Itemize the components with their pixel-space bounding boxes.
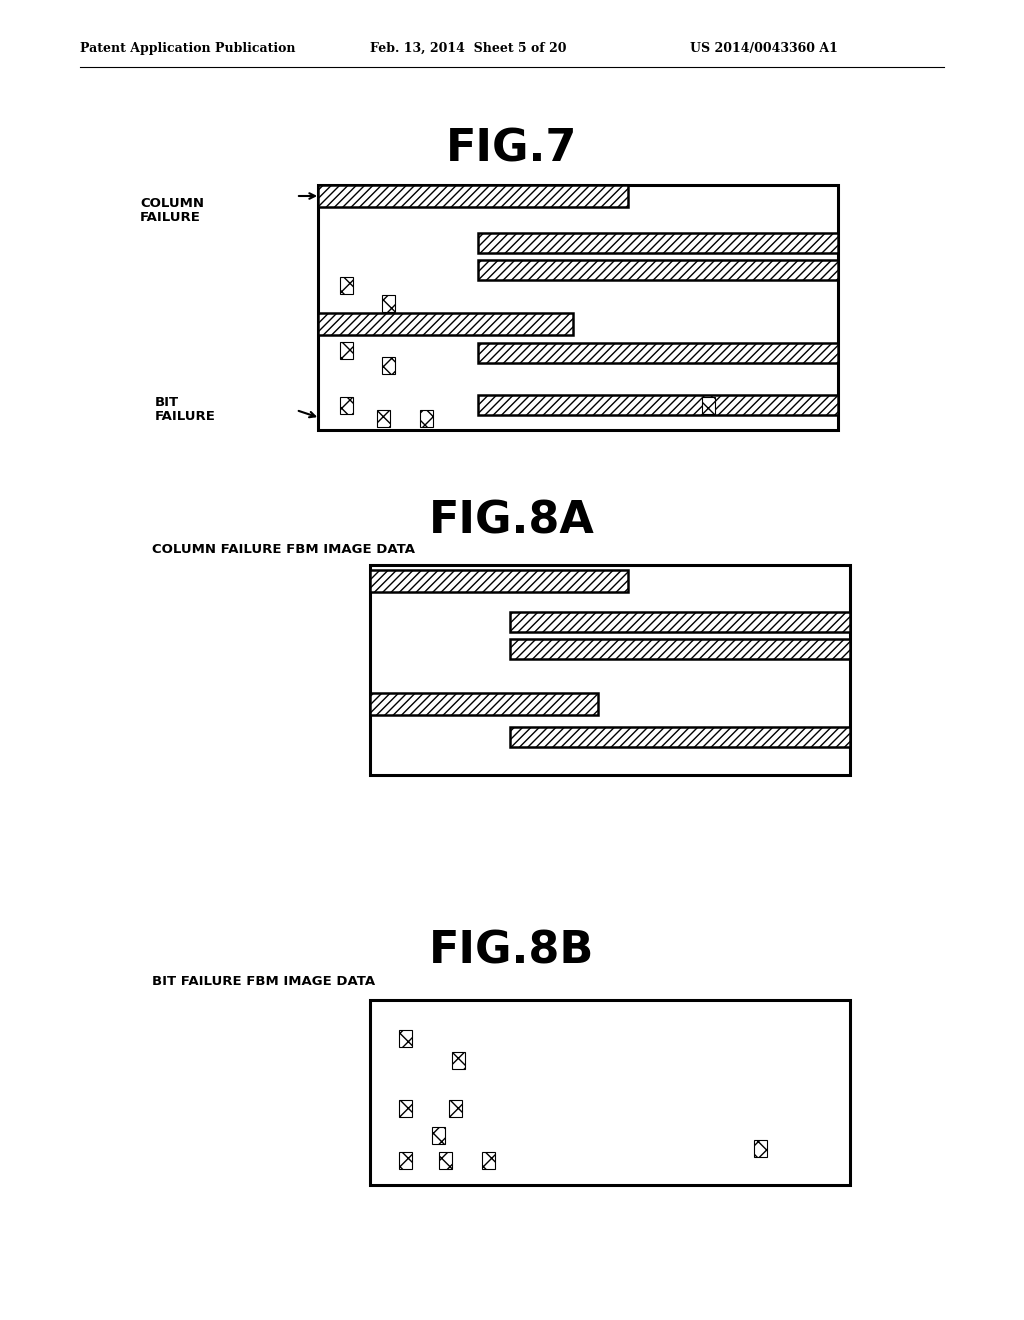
Bar	[370, 693, 598, 715]
Text: COLUMN FAILURE FBM IMAGE DATA: COLUMN FAILURE FBM IMAGE DATA	[152, 543, 415, 556]
Text: Patent Application Publication: Patent Application Publication	[80, 42, 296, 55]
Bar	[340, 342, 352, 359]
Bar	[420, 409, 432, 426]
Bar	[478, 343, 838, 363]
Text: FAILURE: FAILURE	[140, 211, 201, 224]
Text: FIG.8A: FIG.8A	[429, 500, 595, 543]
Bar	[449, 1100, 462, 1117]
Bar	[754, 1139, 767, 1156]
Text: COLUMN: COLUMN	[140, 197, 204, 210]
Bar	[510, 639, 850, 659]
Bar	[318, 185, 838, 430]
Text: BIT FAILURE FBM IMAGE DATA: BIT FAILURE FBM IMAGE DATA	[152, 975, 375, 987]
Bar	[438, 1151, 452, 1168]
Bar	[382, 294, 394, 312]
Bar	[377, 409, 389, 426]
Bar	[398, 1030, 412, 1047]
Bar	[340, 396, 352, 413]
Bar	[452, 1052, 465, 1068]
Bar	[340, 276, 352, 293]
Text: FAILURE: FAILURE	[155, 411, 216, 422]
Bar	[318, 185, 628, 207]
Bar	[431, 1126, 444, 1143]
Text: Feb. 13, 2014  Sheet 5 of 20: Feb. 13, 2014 Sheet 5 of 20	[370, 42, 566, 55]
Bar	[318, 313, 573, 335]
Bar	[398, 1100, 412, 1117]
Bar	[478, 260, 838, 280]
Bar	[478, 395, 838, 414]
Text: BIT: BIT	[155, 396, 179, 409]
Bar	[478, 234, 838, 253]
Bar	[370, 565, 850, 775]
Text: FIG.7: FIG.7	[446, 128, 578, 172]
Bar	[398, 1151, 412, 1168]
Bar	[370, 570, 628, 591]
Bar	[481, 1151, 495, 1168]
Bar	[510, 612, 850, 632]
Text: US 2014/0043360 A1: US 2014/0043360 A1	[690, 42, 838, 55]
Bar	[510, 727, 850, 747]
Text: FIG.8B: FIG.8B	[429, 931, 595, 973]
Bar	[370, 1001, 850, 1185]
Bar	[701, 396, 715, 413]
Bar	[382, 356, 394, 374]
